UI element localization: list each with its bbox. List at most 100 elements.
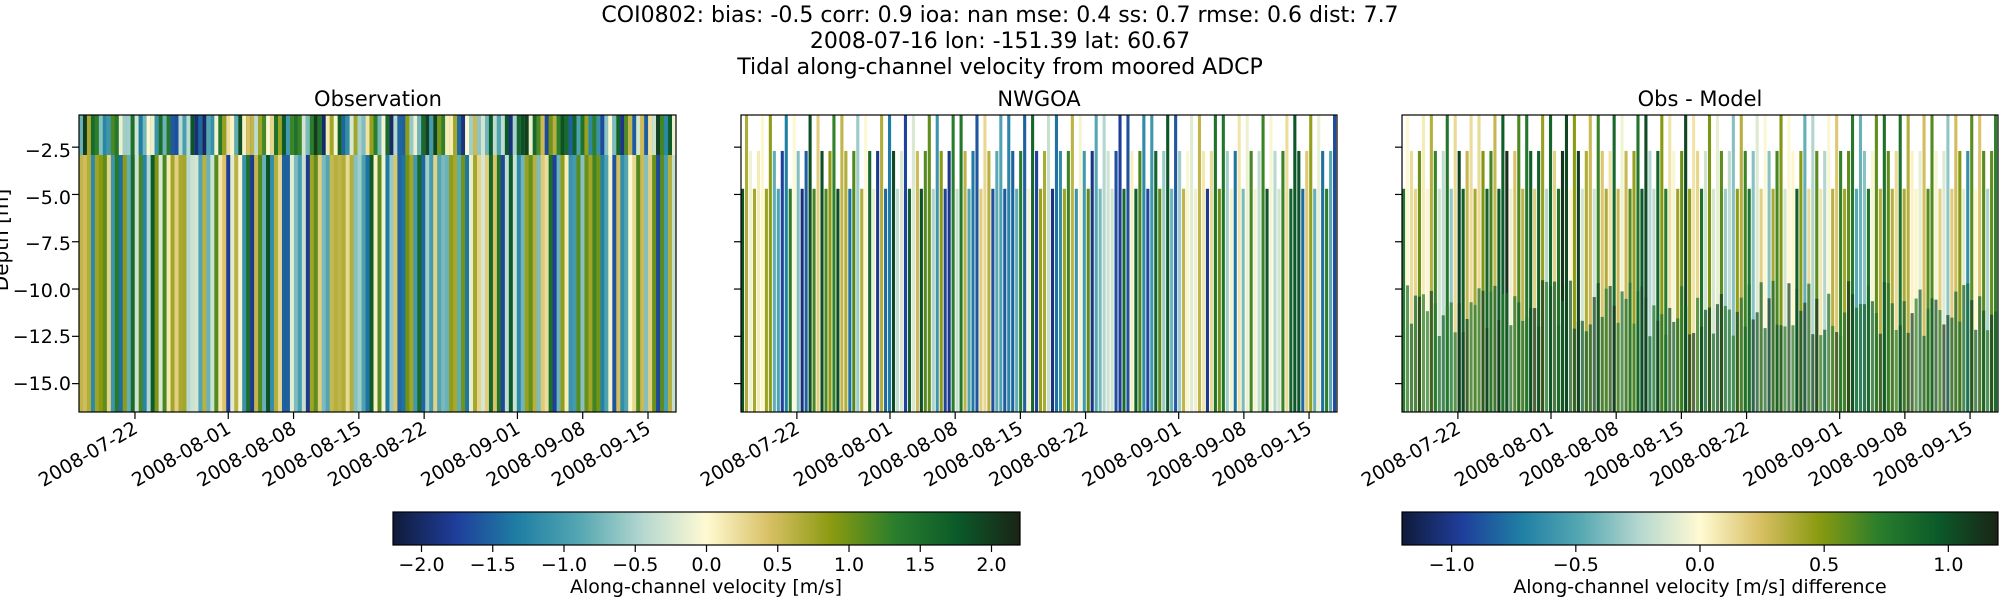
heatmap-cell	[146, 115, 152, 412]
heatmap-cell	[289, 115, 295, 155]
heatmap-cell	[1549, 115, 1553, 412]
suptitle-line-1: COI0802: bias: -0.5 corr: 0.9 ioa: nan m…	[601, 3, 1398, 28]
heatmap-cell	[576, 115, 582, 155]
heatmap-cell	[1465, 318, 1469, 412]
heatmap-cell	[1938, 310, 1942, 412]
heatmap-cell	[369, 115, 375, 412]
heatmap-cell	[1537, 150, 1541, 412]
heatmap-cell	[1807, 283, 1811, 412]
heatmap-cell	[1564, 285, 1569, 412]
suptitle-line-2: 2008-07-16 lon: -151.39 lat: 60.67	[810, 29, 1190, 54]
heatmap-cell	[516, 115, 522, 412]
heatmap-cell	[764, 188, 768, 412]
heatmap-cell	[246, 115, 251, 155]
heatmap-cell	[1425, 311, 1429, 412]
heatmap-cell	[1950, 188, 1954, 412]
heatmap-cell	[1118, 115, 1122, 412]
heatmap-cell	[301, 115, 307, 412]
heatmap-cell	[1497, 188, 1501, 412]
heatmap-cell	[1245, 115, 1249, 412]
panel-frame-observation	[78, 114, 677, 413]
heatmap-cell	[1269, 115, 1273, 412]
heatmap-cell	[1767, 298, 1771, 412]
heatmap-cell	[1321, 150, 1325, 412]
heatmap-cell	[1600, 150, 1604, 412]
heatmap-cell	[1066, 150, 1070, 412]
heatmap-cell	[552, 115, 558, 412]
heatmap-cell	[321, 115, 327, 155]
heatmap-cell	[492, 115, 498, 412]
heatmap-cell	[1624, 150, 1628, 412]
heatmap-cell	[222, 115, 227, 155]
panel-frame-nwgoa	[740, 114, 1338, 413]
heatmap-cell	[1970, 300, 1974, 412]
heatmap-cell	[146, 115, 152, 155]
heatmap-cell	[1906, 115, 1910, 412]
heatmap-cell	[461, 115, 466, 412]
heatmap-cell	[1189, 115, 1194, 412]
heatmap-cell	[349, 115, 355, 155]
heatmap-cell	[1249, 150, 1253, 412]
heatmap-cell	[844, 150, 848, 412]
heatmap-cell	[465, 115, 470, 412]
heatmap-cell	[206, 115, 211, 155]
heatmap-cell	[262, 115, 267, 412]
heatmap-cell	[1664, 334, 1668, 412]
heatmap-cell	[784, 115, 788, 412]
heatmap-cell	[262, 115, 267, 155]
heatmap-cell	[987, 150, 991, 412]
heatmap-cell	[620, 115, 625, 412]
heatmap-cell	[138, 115, 144, 155]
heatmap-cell	[1974, 188, 1978, 412]
heatmap-cell	[500, 115, 506, 412]
heatmap-cell	[254, 115, 259, 155]
heatmap-cell	[238, 115, 243, 412]
heatmap-cell	[210, 115, 215, 412]
heatmap-cell	[1213, 115, 1217, 412]
heatmap-cell	[1823, 150, 1827, 412]
heatmap-cell	[453, 115, 458, 155]
heatmap-cell	[620, 115, 625, 155]
heatmap-cell	[453, 115, 458, 412]
heatmap-cell	[1489, 150, 1493, 412]
heatmap-cell	[1978, 296, 1982, 412]
heatmap-cell	[1533, 188, 1537, 412]
x-tick-label: 2008-07-22	[697, 417, 804, 491]
heatmap-cell	[1624, 298, 1628, 412]
heatmap-cell	[1711, 188, 1716, 412]
heatmap-cell	[126, 115, 132, 155]
heatmap-cell	[660, 115, 665, 412]
heatmap-cell	[1739, 297, 1743, 412]
heatmap-cell	[959, 115, 963, 412]
heatmap-cell	[337, 115, 343, 412]
heatmap-cell	[1815, 150, 1819, 412]
heatmap-cell	[1529, 307, 1533, 412]
heatmap-cell	[122, 115, 128, 412]
heatmap-cell	[1309, 115, 1313, 412]
heatmap-cell	[512, 115, 518, 155]
heatmap-cell	[1898, 115, 1902, 412]
heatmap-cell	[836, 188, 840, 412]
heatmap-cell	[1898, 325, 1902, 412]
heatmap-cell	[333, 115, 339, 412]
heatmap-cell	[1858, 303, 1863, 412]
heatmap-cell	[1265, 188, 1269, 412]
heatmap-cell	[305, 115, 311, 412]
heatmap-cell	[369, 115, 375, 155]
heatmap-cell	[1656, 150, 1660, 412]
heatmap-cell	[1636, 291, 1640, 412]
heatmap-cell	[741, 188, 745, 412]
heatmap-cell	[274, 115, 279, 155]
heatmap-cell	[608, 115, 613, 155]
y-tick-label: −5.0	[25, 187, 71, 209]
heatmap-cell	[1982, 150, 1986, 412]
heatmap-cell	[1150, 115, 1154, 412]
heatmap-cell	[1106, 150, 1110, 412]
heatmap-cell	[1934, 299, 1938, 412]
heatmap-cell	[162, 115, 168, 412]
heatmap-cell	[218, 115, 223, 412]
heatmap-cell	[1241, 188, 1245, 412]
heatmap-cell	[1874, 313, 1878, 412]
heatmap-cell	[258, 115, 263, 155]
heatmap-cell	[616, 115, 621, 412]
